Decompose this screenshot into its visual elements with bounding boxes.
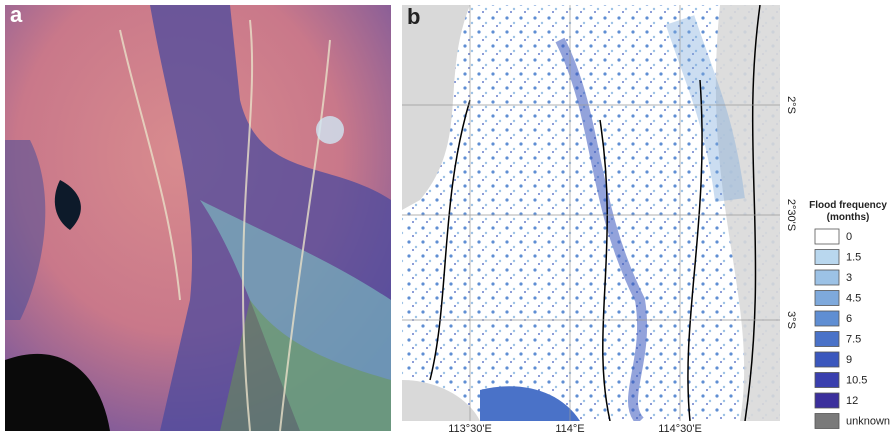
longitude-label: 114°30'E xyxy=(658,423,702,435)
legend-label: 7.5 xyxy=(846,334,861,346)
legend-label: 1.5 xyxy=(846,252,861,264)
panel-label: a xyxy=(10,2,23,27)
legend-label: 10.5 xyxy=(846,375,867,387)
legend: Flood frequency(months) 0 1.5 3 4.5 6 7.5 9 10.5… xyxy=(809,200,890,429)
longitude-label: 114°E xyxy=(555,423,584,435)
legend-title: Flood frequency(months) xyxy=(809,200,887,223)
legend-label: 12 xyxy=(846,395,858,407)
legend-swatch xyxy=(815,393,839,408)
legend-swatch xyxy=(815,291,839,306)
legend-swatch xyxy=(815,250,839,265)
legend-swatch xyxy=(815,414,839,429)
legend-label: 4.5 xyxy=(846,293,861,305)
figure: a b 113°30'E 114°E 114°30'E 2°S 2°30'S 3°S Fl… xyxy=(0,0,891,436)
latitude-label: 2°S xyxy=(785,96,797,114)
legend-swatch xyxy=(815,229,839,244)
legend-label: 9 xyxy=(846,354,852,366)
legend-swatch xyxy=(815,352,839,367)
legend-swatch xyxy=(815,373,839,388)
longitude-label: 113°30'E xyxy=(448,423,492,435)
legend-label: unknown xyxy=(846,416,890,428)
legend-swatch xyxy=(815,311,839,326)
latitude-label: 2°30'S xyxy=(785,199,797,231)
legend-swatch xyxy=(815,332,839,347)
panel-a-image xyxy=(5,5,391,431)
legend-label: 6 xyxy=(846,313,852,325)
legend-label: 0 xyxy=(846,231,852,243)
panel-label: b xyxy=(407,4,420,29)
legend-swatch xyxy=(815,270,839,285)
latitude-label: 3°S xyxy=(785,311,797,329)
legend-label: 3 xyxy=(846,272,852,284)
panel-b-map xyxy=(402,5,780,421)
